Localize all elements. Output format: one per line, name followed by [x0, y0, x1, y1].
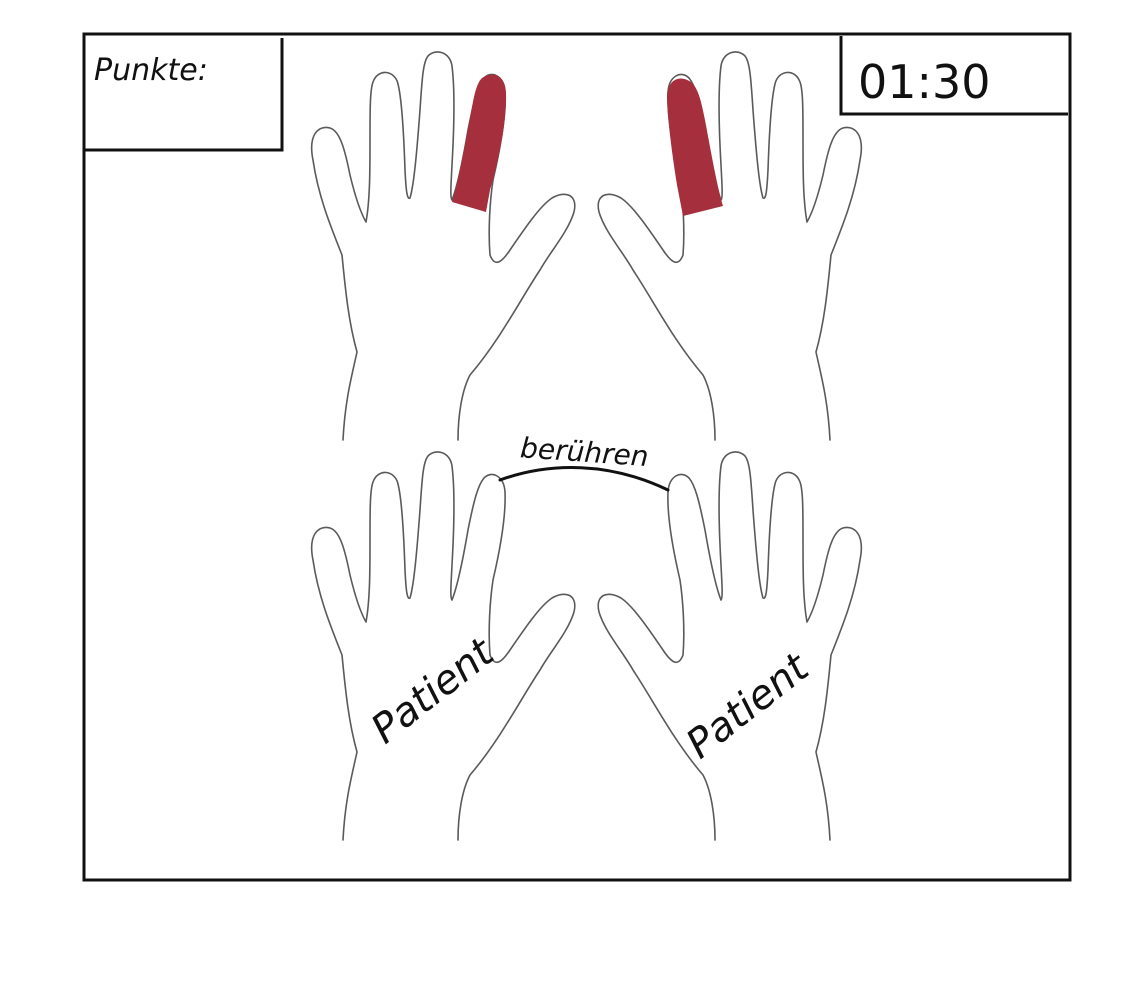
timer-display: 01:30 [858, 55, 991, 109]
patient-hand-right[interactable] [597, 451, 863, 841]
player-hand-left[interactable] [310, 51, 576, 441]
patient-hand-left[interactable] [310, 451, 576, 841]
player-hand-right[interactable] [597, 51, 863, 441]
player-right-index-finger-highlight[interactable] [667, 78, 723, 217]
score-panel: Punkte: [84, 38, 284, 152]
timer-panel: 01:30 [839, 36, 1068, 116]
touch-connection-arc [498, 466, 670, 492]
game-frame [82, 32, 1072, 882]
score-label: Punkte: [94, 53, 208, 88]
player-left-index-finger-highlight[interactable] [452, 74, 507, 213]
touch-hint-label: berühren [519, 431, 649, 473]
